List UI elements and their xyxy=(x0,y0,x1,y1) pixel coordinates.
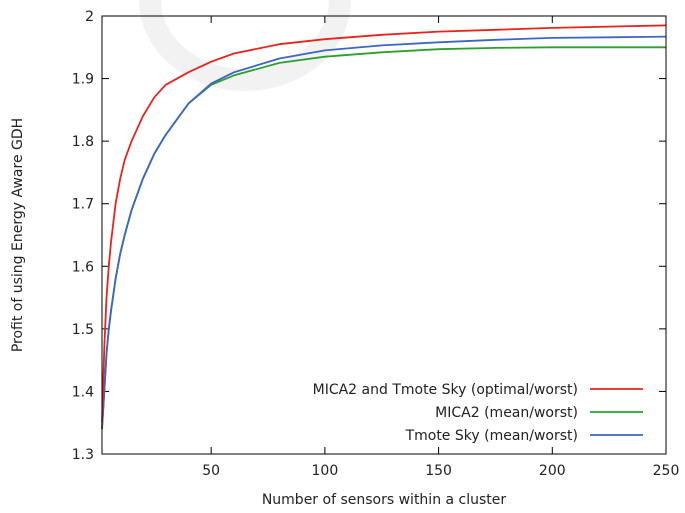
legend: MICA2 and Tmote Sky (optimal/worst) MICA2… xyxy=(313,382,643,444)
legend-label-1: MICA2 (mean/worst) xyxy=(435,405,578,421)
y-tick-label: 1.5 xyxy=(72,322,94,338)
x-tick-label: 200 xyxy=(539,463,566,479)
series-layer xyxy=(101,24,667,430)
y-tick-label: 1.8 xyxy=(72,134,94,150)
x-axis-label: Number of sensors within a cluster xyxy=(262,492,507,508)
series-line-0 xyxy=(101,24,667,423)
x-tick-label: 250 xyxy=(653,463,680,479)
legend-label-2: Tmote Sky (mean/worst) xyxy=(405,428,578,444)
y-tick-label: 1.3 xyxy=(72,447,94,463)
y-tick-label: 1.6 xyxy=(72,259,94,275)
series-line-2 xyxy=(101,35,667,430)
x-tick-label: 150 xyxy=(425,463,452,479)
legend-label-0: MICA2 and Tmote Sky (optimal/worst) xyxy=(313,382,578,398)
y-tick-label: 2 xyxy=(85,9,94,25)
y-tick-label: 1.7 xyxy=(72,197,94,213)
y-tick-label: 1.4 xyxy=(72,384,94,400)
plot-frame xyxy=(101,15,667,455)
y-tick-label: 1.9 xyxy=(72,72,94,88)
y-axis-label: Profit of using Energy Aware GDH xyxy=(10,118,26,352)
x-tick-label: 100 xyxy=(312,463,339,479)
x-tick-label: 50 xyxy=(202,463,220,479)
